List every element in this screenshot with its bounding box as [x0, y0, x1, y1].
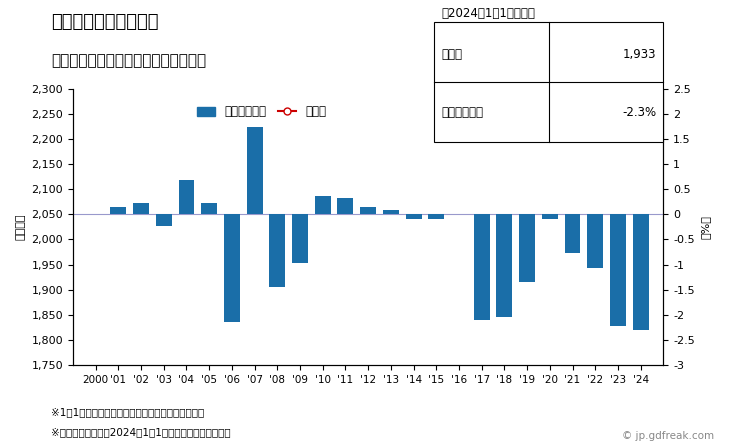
Bar — [360, 207, 376, 214]
Bar — [224, 214, 240, 322]
Bar — [383, 210, 399, 214]
Bar — [474, 214, 490, 320]
Text: -2.3%: -2.3% — [622, 106, 656, 119]
Text: 【2024年1月1日時点】: 【2024年1月1日時点】 — [441, 7, 535, 20]
Bar — [315, 196, 331, 214]
Bar — [429, 214, 444, 219]
Bar — [542, 214, 558, 219]
Bar — [110, 207, 126, 214]
Bar — [588, 214, 603, 268]
Bar — [519, 214, 535, 282]
Text: ※市区町村の場合は2024年1月1日時点の市区町村境界。: ※市区町村の場合は2024年1月1日時点の市区町村境界。 — [51, 427, 230, 437]
Bar — [633, 214, 649, 330]
Text: 世帯数: 世帯数 — [441, 48, 462, 61]
Bar — [610, 214, 626, 326]
Y-axis label: （世帯）: （世帯） — [16, 214, 26, 240]
Text: 対前年増減率: 対前年増減率 — [441, 106, 483, 119]
Text: ※1月1日時点の外国籍を除く日本人住民の世帯数。: ※1月1日時点の外国籍を除く日本人住民の世帯数。 — [51, 407, 204, 417]
Bar — [246, 127, 262, 214]
Bar — [201, 203, 217, 214]
Bar — [156, 214, 172, 226]
Text: 1,933: 1,933 — [623, 48, 656, 61]
Bar — [405, 214, 421, 219]
Bar — [496, 214, 512, 317]
Legend: 対前年増加率, 世帯数: 対前年増加率, 世帯数 — [192, 101, 331, 123]
Text: （住民基本台帳ベース、日本人住民）: （住民基本台帳ベース、日本人住民） — [51, 53, 206, 69]
Text: 羅臼町の世帯数の推移: 羅臼町の世帯数の推移 — [51, 13, 158, 31]
Bar — [133, 203, 149, 214]
Text: © jp.gdfreak.com: © jp.gdfreak.com — [623, 431, 714, 441]
Bar — [564, 214, 580, 253]
Bar — [269, 214, 285, 287]
Bar — [338, 198, 354, 214]
Bar — [179, 180, 195, 214]
Y-axis label: （%）: （%） — [701, 215, 711, 239]
Bar — [292, 214, 308, 263]
